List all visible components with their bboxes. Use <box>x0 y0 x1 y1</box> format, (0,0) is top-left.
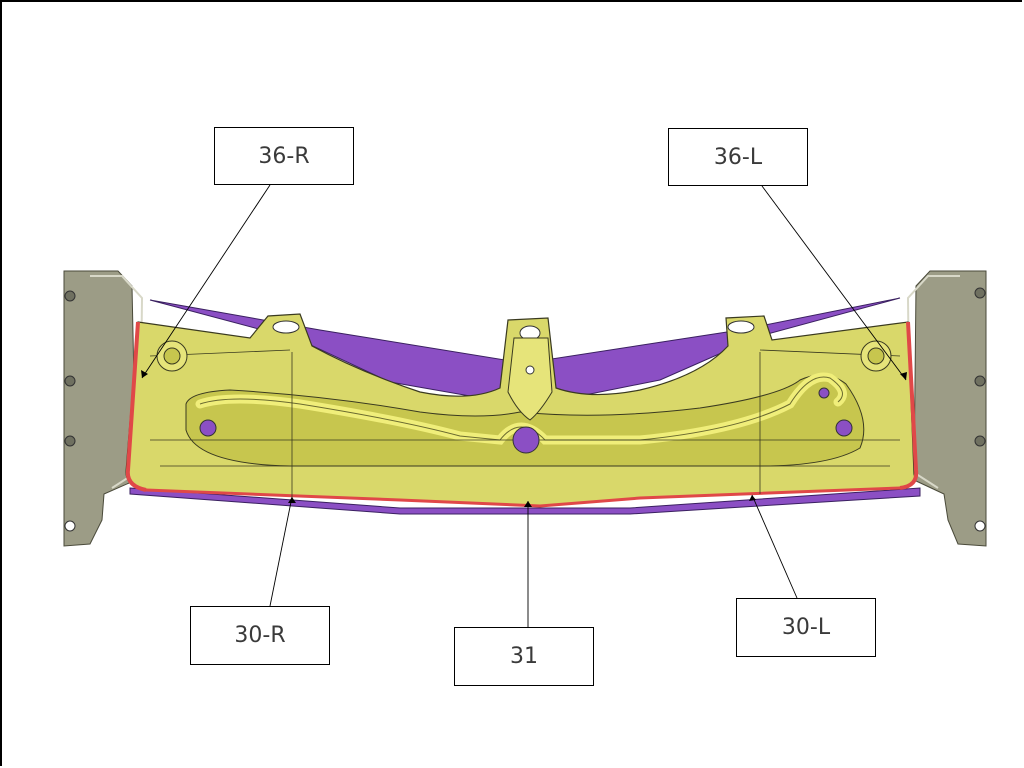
left-side-bracket <box>63 270 144 547</box>
right-side-bracket <box>906 270 987 547</box>
callout-31: 31 <box>454 627 594 686</box>
callout-30-l: 30-L <box>736 598 876 657</box>
leader-arrowheads <box>141 370 907 507</box>
crossmember-panel <box>125 313 919 508</box>
callout-36-r: 36-R <box>214 127 354 185</box>
leader-lines <box>141 184 907 627</box>
callout-36-l: 36-L <box>668 128 808 186</box>
leader-36-l <box>761 185 907 381</box>
leader-30-l <box>751 494 798 599</box>
callout-30-r: 30-R <box>190 606 330 665</box>
leader-36-r <box>141 184 271 379</box>
purple-flanges <box>129 297 921 515</box>
leader-30-r <box>269 496 293 607</box>
